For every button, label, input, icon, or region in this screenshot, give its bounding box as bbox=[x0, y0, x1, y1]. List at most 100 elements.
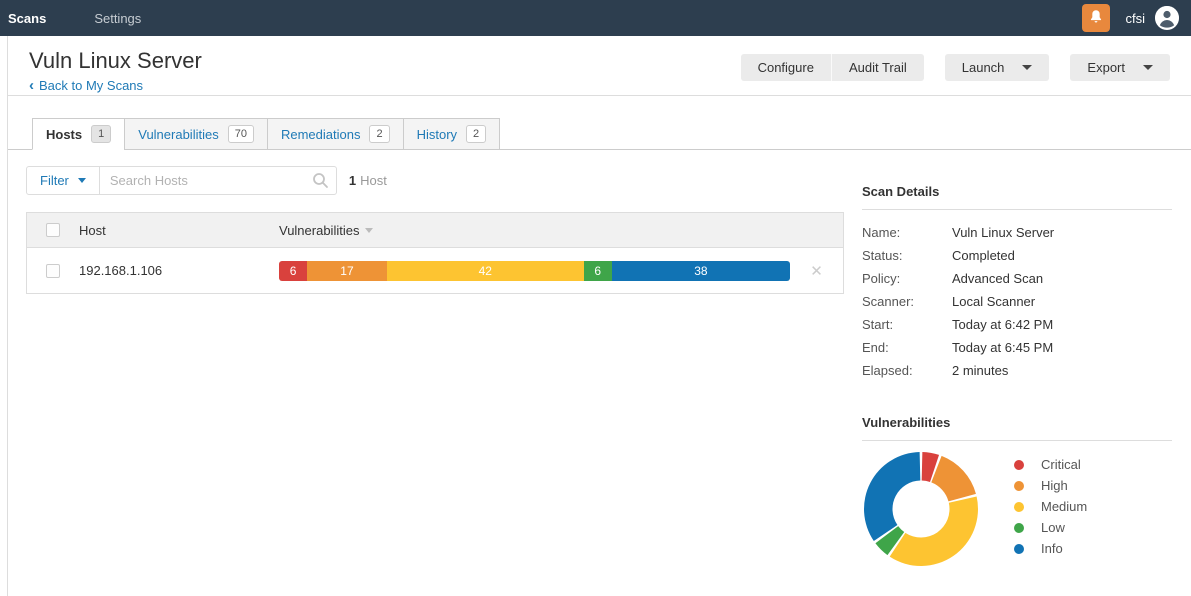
tab-history[interactable]: History 2 bbox=[402, 118, 501, 150]
detail-label: Name: bbox=[862, 225, 901, 240]
detail-label: Elapsed: bbox=[862, 363, 913, 378]
chevron-down-icon bbox=[1022, 65, 1033, 70]
host-row: 192.168.1.106 6 17 42 6 38 ✕ bbox=[27, 247, 843, 293]
legend-dot-critical bbox=[1014, 459, 1024, 470]
filter-label: Filter bbox=[40, 173, 69, 188]
host-count-number: 1 bbox=[348, 173, 357, 188]
legend-dot-info bbox=[1014, 543, 1024, 554]
select-all-checkbox[interactable] bbox=[46, 223, 60, 237]
vulnerabilities-donut bbox=[864, 452, 978, 566]
host-count-label: Host bbox=[360, 173, 387, 188]
export-button[interactable]: Export bbox=[1070, 54, 1170, 81]
detail-value: Advanced Scan bbox=[952, 271, 1044, 286]
notifications-button[interactable] bbox=[1081, 4, 1110, 32]
tab-remediations-count-badge: 2 bbox=[369, 125, 390, 143]
search-wrap bbox=[98, 166, 337, 195]
remove-host-icon[interactable]: ✕ bbox=[810, 262, 823, 280]
back-chevron-icon: ‹ bbox=[29, 77, 34, 94]
detail-label: Start: bbox=[862, 317, 894, 332]
legend-dot-medium bbox=[1014, 501, 1024, 512]
detail-value: Completed bbox=[952, 248, 1015, 263]
donut-slice-info bbox=[864, 452, 921, 541]
tab-vulnerabilities-label: Vulnerabilities bbox=[138, 126, 219, 142]
detail-label: Policy: bbox=[862, 271, 901, 286]
host-ip-link[interactable]: 192.168.1.106 bbox=[79, 263, 163, 278]
search-icon bbox=[312, 172, 329, 192]
username: cfsi bbox=[1125, 10, 1146, 26]
header-buttons: Configure Audit Trail Launch Export bbox=[740, 54, 1170, 81]
severity-segment-low[interactable]: 6 bbox=[583, 260, 612, 281]
vulnerability-legend: Critical High Medium Low Info bbox=[1014, 450, 1087, 568]
user-avatar[interactable] bbox=[1155, 6, 1179, 30]
vulnerabilities-panel-title: Vulnerabilities bbox=[862, 415, 1172, 441]
legend-item-low: Low bbox=[1014, 517, 1087, 538]
detail-value: Vuln Linux Server bbox=[952, 225, 1055, 240]
legend-dot-high bbox=[1014, 480, 1024, 491]
legend-dot-low bbox=[1014, 522, 1024, 533]
topnav-right: cfsi bbox=[1081, 4, 1179, 32]
audit-trail-button[interactable]: Audit Trail bbox=[830, 54, 924, 81]
detail-value: Today at 6:42 PM bbox=[952, 317, 1054, 332]
back-link-label: Back to My Scans bbox=[39, 78, 144, 93]
nav-scans[interactable]: Scans bbox=[8, 10, 47, 26]
configure-button[interactable]: Configure bbox=[740, 54, 831, 81]
detail-label: Status: bbox=[862, 248, 903, 263]
donut-slice-medium bbox=[889, 496, 978, 566]
sort-descending-icon bbox=[365, 227, 374, 233]
tab-vulnerabilities[interactable]: Vulnerabilities 70 bbox=[124, 118, 268, 150]
detail-row-elapsed: Elapsed: 2 minutes bbox=[862, 359, 1172, 382]
launch-button-label: Launch bbox=[961, 60, 1005, 75]
page-header: Vuln Linux Server ‹ Back to My Scans Con… bbox=[8, 36, 1191, 96]
legend-label-critical: Critical bbox=[1041, 457, 1081, 472]
tab-bar: Hosts 1 Vulnerabilities 70 Remediations … bbox=[8, 118, 1191, 150]
page-title: Vuln Linux Server bbox=[29, 48, 202, 73]
scan-details-panel: Scan Details Name: Vuln Linux Server Sta… bbox=[862, 150, 1172, 568]
severity-bar: 6 17 42 6 38 bbox=[279, 260, 790, 281]
bell-icon bbox=[1088, 9, 1104, 28]
legend-label-low: Low bbox=[1041, 520, 1065, 535]
severity-segment-critical[interactable]: 6 bbox=[279, 260, 308, 281]
column-header-host[interactable]: Host bbox=[79, 222, 106, 238]
detail-label: Scanner: bbox=[862, 294, 915, 309]
tab-remediations[interactable]: Remediations 2 bbox=[266, 118, 404, 150]
export-button-label: Export bbox=[1087, 60, 1125, 75]
detail-row-policy: Policy: Advanced Scan bbox=[862, 267, 1172, 290]
legend-item-high: High bbox=[1014, 475, 1087, 496]
legend-item-medium: Medium bbox=[1014, 496, 1087, 517]
detail-row-status: Status: Completed bbox=[862, 244, 1172, 267]
host-row-checkbox[interactable] bbox=[46, 263, 60, 278]
column-header-vulnerabilities[interactable]: Vulnerabilities bbox=[279, 223, 790, 238]
severity-segment-medium[interactable]: 42 bbox=[386, 260, 584, 281]
legend-label-info: Info bbox=[1041, 541, 1063, 556]
detail-row-scanner: Scanner: Local Scanner bbox=[862, 290, 1172, 313]
back-to-my-scans-link[interactable]: ‹ Back to My Scans bbox=[29, 78, 143, 93]
severity-segment-info[interactable]: 38 bbox=[611, 260, 790, 281]
search-hosts-input[interactable] bbox=[98, 166, 337, 195]
page-container: Vuln Linux Server ‹ Back to My Scans Con… bbox=[7, 36, 1191, 596]
scan-details-title: Scan Details bbox=[862, 184, 1172, 210]
donut-slice-critical bbox=[921, 452, 940, 482]
severity-segment-high[interactable]: 17 bbox=[307, 260, 387, 281]
top-nav-bar: Scans Settings cfsi bbox=[0, 0, 1191, 36]
filter-dropdown-button[interactable]: Filter bbox=[26, 166, 100, 195]
legend-item-info: Info bbox=[1014, 538, 1087, 559]
tab-hosts[interactable]: Hosts 1 bbox=[32, 118, 126, 150]
scan-details-list: Name: Vuln Linux Server Status: Complete… bbox=[862, 210, 1172, 382]
nav-settings[interactable]: Settings bbox=[94, 10, 142, 26]
host-count: 1 Host bbox=[349, 173, 387, 188]
launch-button[interactable]: Launch bbox=[944, 54, 1050, 81]
detail-row-name: Name: Vuln Linux Server bbox=[862, 221, 1172, 244]
legend-label-high: High bbox=[1041, 478, 1068, 493]
donut-chart-area: Critical High Medium Low Info bbox=[862, 450, 1172, 568]
chevron-down-icon bbox=[1143, 65, 1153, 70]
donut-slice-high bbox=[931, 455, 976, 502]
legend-item-critical: Critical bbox=[1014, 454, 1087, 475]
detail-value: 2 minutes bbox=[952, 363, 1009, 378]
detail-value: Today at 6:45 PM bbox=[952, 340, 1054, 355]
tab-history-count-badge: 2 bbox=[466, 125, 487, 143]
donut-slice-low bbox=[875, 526, 905, 556]
legend-label-medium: Medium bbox=[1041, 499, 1088, 514]
hosts-table: Host Vulnerabilities 192.168.1.106 6 17 42… bbox=[26, 212, 844, 294]
